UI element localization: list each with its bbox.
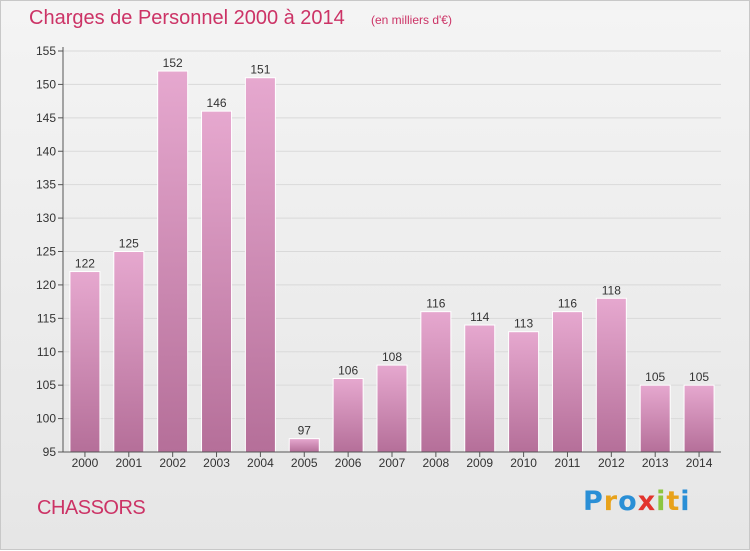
bar (332, 377, 364, 453)
x-tick-label: 2010 (510, 456, 537, 470)
bar-value-label: 113 (514, 317, 533, 331)
bar-value-label: 122 (75, 257, 95, 271)
bar-value-label: 152 (163, 56, 183, 70)
y-tick-label: 130 (36, 211, 56, 225)
bar-value-label: 118 (602, 283, 621, 297)
bar (288, 438, 320, 453)
y-tick-label: 115 (37, 311, 56, 325)
bar (201, 110, 233, 453)
bar-value-label: 105 (645, 370, 665, 384)
bar (113, 251, 145, 453)
commune-name: CHASSORS (37, 497, 146, 519)
bar (639, 384, 671, 453)
bar (683, 384, 715, 453)
y-tick-label: 100 (36, 412, 56, 426)
x-tick-label: 2004 (247, 456, 274, 470)
y-tick-label: 145 (36, 111, 56, 125)
bar (551, 311, 583, 453)
bar-value-label: 151 (250, 63, 270, 77)
bar-value-label: 106 (338, 363, 358, 377)
x-tick-label: 2009 (466, 456, 493, 470)
x-tick-label: 2006 (335, 456, 362, 470)
bar-value-label: 105 (689, 370, 709, 384)
y-tick-label: 140 (36, 144, 56, 158)
logo-letter: x (637, 486, 657, 517)
bar (595, 297, 627, 453)
y-tick-label: 105 (36, 378, 56, 392)
logo-letter: r (603, 486, 619, 517)
logo-letter: i (656, 486, 667, 517)
bar-value-label: 108 (382, 350, 402, 364)
bar (69, 271, 101, 453)
y-tick-label: 135 (36, 178, 56, 192)
x-tick-label: 2013 (642, 456, 669, 470)
logo-letter: t (666, 486, 681, 517)
bar-value-label: 114 (470, 310, 489, 324)
x-tick-label: 2012 (598, 456, 625, 470)
x-tick-label: 2000 (72, 456, 99, 470)
logo-letter: P (583, 486, 604, 517)
logo-letter: o (618, 486, 638, 517)
y-tick-label: 95 (43, 445, 57, 459)
bar (508, 331, 540, 453)
y-tick-label: 150 (36, 77, 56, 91)
logo-letter: i (680, 486, 691, 517)
bar (376, 364, 408, 453)
bar (157, 70, 189, 453)
chart-unit-note: (en milliers d'€) (371, 13, 452, 27)
x-tick-label: 2003 (203, 456, 230, 470)
x-tick-label: 2001 (115, 456, 142, 470)
y-tick-label: 125 (36, 245, 56, 259)
y-tick-label: 120 (36, 278, 56, 292)
chart-title: Charges de Personnel 2000 à 2014 (29, 7, 345, 29)
bar (244, 77, 276, 453)
bar (464, 324, 496, 453)
y-tick-label: 110 (37, 345, 56, 359)
bar-value-label: 125 (119, 237, 139, 251)
bar-value-label: 116 (558, 297, 577, 311)
bar (420, 311, 452, 453)
x-tick-label: 2014 (686, 456, 713, 470)
bar-value-label: 97 (298, 424, 312, 438)
x-tick-label: 2007 (379, 456, 406, 470)
x-tick-label: 2005 (291, 456, 318, 470)
x-tick-label: 2011 (555, 456, 581, 470)
x-tick-label: 2008 (423, 456, 450, 470)
proxiti-logo: Proxiti (583, 486, 691, 517)
x-tick-label: 2002 (159, 456, 186, 470)
bar-value-label: 116 (426, 297, 445, 311)
y-tick-label: 155 (36, 44, 56, 58)
bar-value-label: 146 (207, 96, 227, 110)
